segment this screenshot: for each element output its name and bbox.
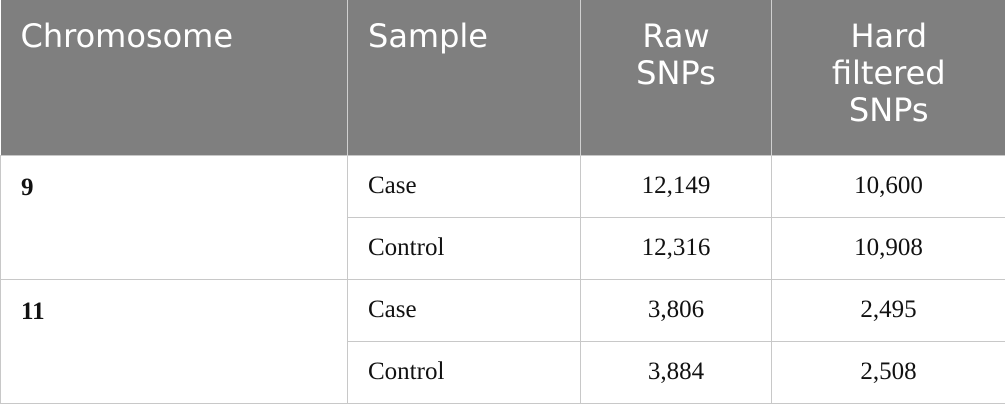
header-text: Sample — [368, 17, 488, 55]
chromosome-cell: 9 — [0, 154, 348, 280]
raw-snps-cell: 12,149 — [580, 154, 772, 218]
sample-cell: Case — [347, 278, 581, 342]
table-header: Chromosome Sample Raw SNPs Hard filtered… — [0, 0, 1005, 155]
snp-table: Chromosome Sample Raw SNPs Hard filtered… — [0, 0, 1005, 404]
header-cell: Sample — [347, 0, 581, 155]
raw-snps-cell: 3,884 — [580, 340, 772, 404]
header-cell: Raw SNPs — [580, 0, 772, 155]
header-text: Raw SNPs — [636, 17, 716, 92]
filtered-snps-cell: 2,495 — [771, 278, 1005, 342]
header-row: Chromosome Sample Raw SNPs Hard filtered… — [0, 0, 1005, 155]
filtered-snps-cell: 2,508 — [771, 340, 1005, 404]
header-text: Chromosome — [20, 17, 234, 55]
raw-snps-cell: 3,806 — [580, 278, 772, 342]
sample-cell: Control — [347, 340, 581, 404]
table-row: Control 12,316 10,908 — [1, 216, 1005, 280]
table-row: Control 3,884 2,508 — [1, 340, 1005, 404]
header-text: Hard filtered SNPs — [831, 17, 946, 129]
raw-snps-cell: 12,316 — [580, 216, 772, 280]
sample-cell: Control — [347, 216, 581, 280]
table-row: 9 Case 12,149 10,600 — [0, 154, 1005, 280]
header-cell: Chromosome — [0, 0, 348, 155]
filtered-snps-cell: 10,600 — [771, 154, 1005, 218]
sample-cell: Case — [347, 154, 581, 218]
table-row: 11 Case 3,806 2,495 — [0, 278, 1005, 404]
filtered-snps-cell: 10,908 — [771, 216, 1005, 280]
table-body: 9 Case 12,149 10,600 Control 12,316 10,908 11 Ca… — [0, 154, 1005, 404]
chromosome-cell: 11 — [0, 278, 348, 404]
header-cell: Hard filtered SNPs — [771, 0, 1005, 155]
